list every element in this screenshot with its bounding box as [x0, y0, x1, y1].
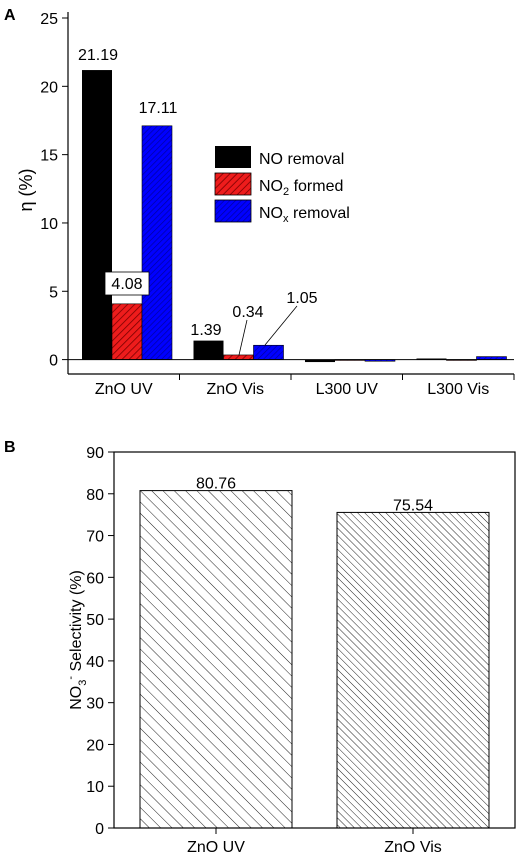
legend-label-no-removal: NO removal — [259, 151, 344, 168]
y-tick-label-b-0: 0 — [95, 821, 104, 838]
panel-a-ylabel: η (%) — [16, 168, 36, 211]
legend-label-nox-removal: NOx removal — [259, 205, 350, 225]
panel-b-label: B — [4, 439, 16, 456]
x-tick-label-l300-vis: L300 Vis — [427, 381, 489, 398]
data-label-b-80-76: 80.76 — [196, 476, 236, 493]
bar-no-formed-zno-vis — [223, 354, 254, 360]
x-tick-label-b-zno-uv: ZnO UV — [187, 839, 245, 856]
panel-b-data-labels: 80.76 75.54 — [196, 476, 433, 515]
y-tick-label-b-80: 80 — [86, 487, 104, 504]
label-leader-0-34 — [238, 319, 248, 356]
data-label-4-08: 4.08 — [111, 276, 142, 293]
bar-selectivity-zno-vis — [336, 511, 490, 829]
y-tick-label-25: 25 — [40, 11, 58, 28]
bar-no-removal-zno-uv — [82, 70, 112, 360]
y-tick-label-b-30: 30 — [86, 696, 104, 713]
legend-label-no2-formed: NO2 formed — [259, 178, 343, 198]
panel-b: B NO3- Selectivity (%) 0 10 20 30 40 50 60 70 80… — [4, 439, 516, 856]
x-tick-label-b-zno-vis: ZnO Vis — [384, 839, 442, 856]
panel-b-y-ticks: 0 10 20 30 40 50 60 70 80 90 — [86, 445, 114, 838]
panel-a-bars — [82, 70, 507, 363]
data-label-b-75-54: 75.54 — [393, 497, 433, 514]
y-tick-label-b-40: 40 — [86, 654, 104, 671]
panel-a-x-ticks: ZnO UV ZnO Vis L300 UV L300 Vis — [95, 374, 515, 398]
data-label-1-39: 1.39 — [190, 322, 221, 339]
bar-no-removal-zno-vis — [193, 340, 224, 360]
y-tick-label-5: 5 — [49, 284, 58, 301]
x-tick-label-zno-vis: ZnO Vis — [207, 381, 265, 398]
panel-a-data-labels: 21.19 4.08 17.11 1.39 0.34 1.05 — [78, 47, 318, 339]
bar-no-removal-zno-vis — [253, 344, 284, 360]
bar-no-removal-zno-uv — [141, 125, 173, 360]
bar-no-formed-zno-uv — [111, 303, 143, 360]
y-tick-label-10: 10 — [40, 216, 58, 233]
y-tick-label-0: 0 — [49, 353, 58, 370]
y-tick-label-b-70: 70 — [86, 529, 104, 546]
y-tick-label-b-50: 50 — [86, 612, 104, 629]
y-tick-label-b-60: 60 — [86, 570, 104, 587]
y-tick-label-b-10: 10 — [86, 779, 104, 796]
data-label-17-11: 17.11 — [139, 100, 178, 117]
y-tick-label-b-90: 90 — [86, 445, 104, 462]
bar-no-removal-l300-uv — [305, 359, 335, 363]
data-label-box-4-08 — [104, 271, 150, 296]
data-label-1-05: 1.05 — [286, 290, 317, 307]
panel-b-ylabel: NO3- Selectivity (%) — [65, 570, 89, 710]
data-label-21-19: 21.19 — [78, 47, 118, 64]
data-label-0-34: 0.34 — [232, 304, 263, 321]
panel-b-bars — [139, 490, 490, 829]
x-tick-label-l300-uv: L300 UV — [316, 381, 379, 398]
panel-a: A η (%) 0 5 10 15 20 25 ZnO UV ZnO Vis L300 UV L… — [4, 7, 515, 398]
bar-no-removal-l300-vis — [416, 358, 447, 360]
panel-b-x-ticks: ZnO UV ZnO Vis — [187, 828, 442, 856]
label-leader-1-05 — [264, 305, 298, 346]
y-tick-label-15: 15 — [40, 148, 58, 165]
x-tick-label-zno-uv: ZnO UV — [95, 381, 153, 398]
y-tick-label-b-20: 20 — [86, 737, 104, 754]
y-tick-label-20: 20 — [40, 79, 58, 96]
bar-selectivity-zno-uv — [139, 490, 293, 829]
legend-swatch-no2-formed — [214, 172, 252, 196]
panel-a-label: A — [4, 7, 16, 24]
panel-a-legend: NO removal NO2 formed NOx removal — [214, 146, 350, 225]
legend-swatch-no-removal — [215, 146, 251, 168]
legend-swatch-nox-removal — [214, 199, 252, 223]
panel-b-plot-frame — [113, 451, 516, 829]
panel-a-y-ticks: 0 5 10 15 20 25 — [40, 11, 68, 370]
